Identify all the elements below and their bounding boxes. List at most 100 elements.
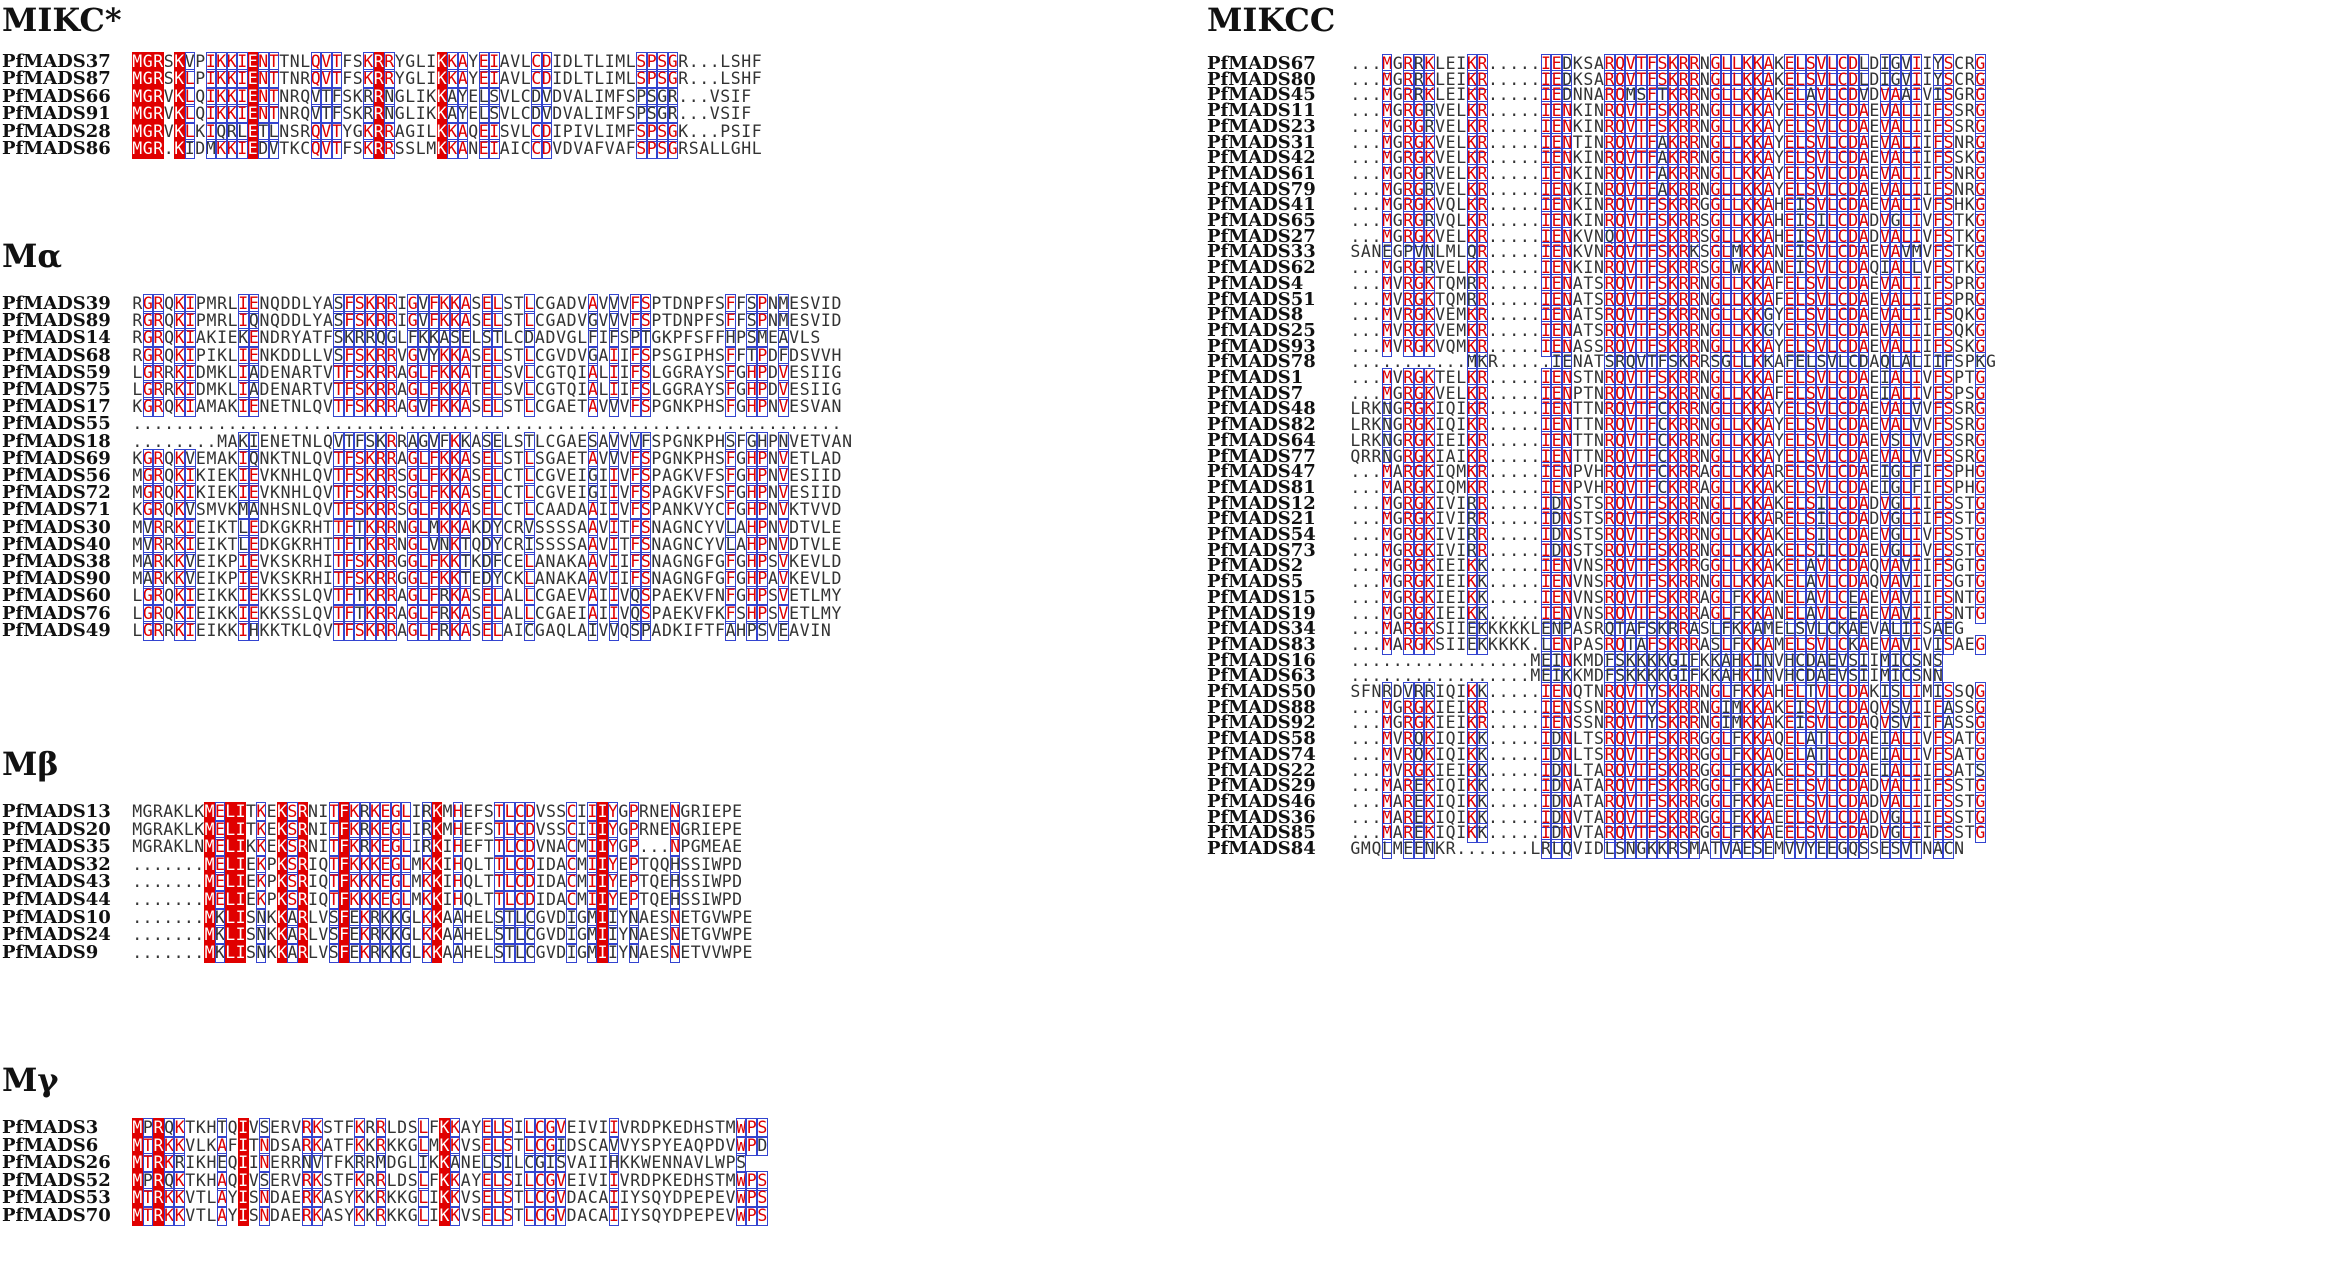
alignment-panel: Mγ PfMADS3 MPRQKTKHTQIVSERVRKSTFKRRLDSLFKK… bbox=[2, 1061, 768, 1226]
sequence-name: PfMADS66 bbox=[2, 85, 111, 107]
sequence-residues: MGRSKLPIKKIENTTNRQVTFSKRRYGLIKKAYEIAVLCD… bbox=[132, 69, 762, 90]
sequence-residues: .......MKLISNKKARLVSFEKRKKGLKKAAHELSTLCG… bbox=[132, 907, 753, 928]
sequence-name: PfMADS36 bbox=[1207, 806, 1316, 828]
alignment-panel: Mβ PfMADS13 MGRAKLKMELITKEKSRNITFKRKEGLIRK… bbox=[2, 745, 752, 963]
sequence-name: PfMADS64 bbox=[1207, 429, 1316, 451]
sequence-name: PfMADS39 bbox=[2, 293, 111, 314]
alignment-panel: MIKC* PfMADS37 MGRSKVPIKKIENTTNLQVTFSKRRYG… bbox=[2, 2, 762, 159]
sequence-residues: ...MARGKIQMKR.....IENPVHRQVTFCKRRAGLLKKA… bbox=[1350, 477, 1986, 498]
sequence-name: PfMADS10 bbox=[2, 906, 111, 928]
sequence-residues: ...MGRGKVELKR.....IENKVNQQVTFSKRRSGLLKKA… bbox=[1350, 226, 1986, 247]
sequence-residues: .................MEIKKMDFSKKKKGIFKKAHKIN… bbox=[1350, 666, 1944, 687]
sequence-residues: ...MGRGKIEIKK.....IENVNSRQVTFSKRRGGLLKKA… bbox=[1350, 556, 1986, 577]
sequence-residues: ...MAREKIQIKK.....IDNATARQVTFSKRRGGLFKKA… bbox=[1350, 791, 1986, 812]
sequence-residues: RGRQKIPIKLIENKDDLLVSFSKRRVGVYKKASELSTLCG… bbox=[132, 345, 842, 366]
sequence-residues: SANEGPVNLMLQR.....IENKVNRQVTFSKRKSGLMKKA… bbox=[1350, 242, 1986, 263]
sequence-name: PfMADS31 bbox=[1207, 131, 1316, 153]
sequence-name: PfMADS18 bbox=[2, 430, 111, 452]
sequence-residues: ...MGRGKIEIKK.....IENVNSRQVTFSKRRAGLFKKA… bbox=[1350, 603, 1986, 624]
sequence-name: PfMADS7 bbox=[1207, 382, 1304, 404]
sequence-name: PfMADS40 bbox=[2, 533, 111, 555]
sequence-name: PfMADS92 bbox=[1207, 712, 1316, 734]
sequence-name: PfMADS82 bbox=[1207, 414, 1316, 436]
sequence-name: PfMADS54 bbox=[1207, 524, 1316, 545]
sequence-residues: ...MGRGKVELKR.....IENKINRQVTFAKRRNGLLKKA… bbox=[1350, 148, 1986, 169]
sequence-residues: ...MGRGKVELKR.....IENTINRQVTFAKRRNGLLKKA… bbox=[1350, 132, 1986, 153]
sequence-residues: .......MKLISNKKARLVSFEKRKKGLKKAAHELSTLCG… bbox=[132, 942, 753, 963]
sequence-name: PfMADS89 bbox=[2, 310, 111, 332]
sequence-residues: ...MGRRKLEIKR.....IEDNNARQMSFTKRRNGLLKKA… bbox=[1350, 85, 1986, 106]
sequence-name: PfMADS4 bbox=[1207, 272, 1304, 294]
sequence-name: PfMADS71 bbox=[2, 499, 111, 521]
sequence-residues: ........MAKIENETNLQVTFSKRRAGVFKKASELSTLC… bbox=[132, 431, 853, 452]
sequence-name: PfMADS88 bbox=[1207, 696, 1316, 718]
sequence-residues: ...MVRGKTQMRR.....IENATSRQVTFSKRRNGLLKKA… bbox=[1350, 273, 1986, 294]
sequence-name: PfMADS58 bbox=[1207, 728, 1316, 750]
sequence-residues: MPRQKTKHAQIVSERVRKSTFKRRLDSLFKKAYELSILCG… bbox=[132, 1170, 768, 1191]
sequence-name: PfMADS28 bbox=[2, 120, 111, 142]
sequence-name: PfMADS20 bbox=[2, 818, 111, 840]
sequence-name: PfMADS15 bbox=[1207, 586, 1316, 608]
sequence-name: PfMADS24 bbox=[2, 924, 111, 946]
sequence-residues: ...MGRRKLEIKR.....IEDKSARQVTFSKRRNGLLKKA… bbox=[1350, 69, 1986, 90]
sequence-name: PfMADS91 bbox=[2, 103, 111, 125]
sequence-residues: LGRRKIDMKLIADENARTVTFSKRRAGLFKKATELSVLCG… bbox=[132, 380, 842, 400]
sequence-name: PfMADS16 bbox=[1207, 649, 1316, 671]
sequence-name: PfMADS25 bbox=[1207, 319, 1316, 341]
sequence-name: PfMADS56 bbox=[2, 465, 111, 486]
sequence-name: PfMADS72 bbox=[2, 482, 111, 504]
sequence-name: PfMADS67 bbox=[1207, 53, 1316, 74]
sequence-residues: ...MGRGRVELKR.....IENKINRQVTFAKRRNGLLKKA… bbox=[1350, 163, 1986, 184]
sequence-residues: ...MGRGRVELKR.....IENKINRQVTFSKRRSGLWKKA… bbox=[1350, 258, 1986, 279]
sequence-residues: QRRNGRGKIAIKR.....IENTTNRQVTFCKRRNGLLKKA… bbox=[1350, 446, 1986, 467]
sequence-residues: ...MGRGRVELKR.....IENKINRQVTFSKRRNGLLKKA… bbox=[1350, 101, 1986, 122]
sequence-residues: MPRQKTKHTQIVSERVRKSTFKRRLDSLFKKAYELSILCG… bbox=[132, 1118, 768, 1138]
sequence-name: PfMADS87 bbox=[2, 68, 111, 90]
sequence-name: PfMADS9 bbox=[2, 941, 99, 963]
sequence-residues: ...MVRQKIQIKK.....IDNLTSRQVTFSKRRGGLFKKA… bbox=[1350, 729, 1986, 750]
sequence-residues: LRKNGRGKIQIKR.....IENTTNRQVTFCKRRNGLLKKA… bbox=[1350, 415, 1986, 436]
panel-title: Mβ bbox=[2, 745, 59, 783]
sequence-name: PfMADS68 bbox=[2, 344, 111, 366]
sequence-residues: MTRKKVTLAYISNDAERKASYKKRKKGLIKKVSELSTLCG… bbox=[132, 1206, 768, 1226]
sequence-residues: LRKNGRGKIEIKR.....IENTTNRQVTFCKRRNGLLKKA… bbox=[1350, 430, 1986, 451]
sequence-name: PfMADS6 bbox=[2, 1134, 99, 1156]
sequence-residues: .......MELIEKPKSRIQTFKKKEGLMKKIHQLTTLCDI… bbox=[132, 854, 743, 875]
sequence-residues: MGRVKLKIQRLETLNSRQVTYGKRRAGILKKAQEISVLCD… bbox=[132, 121, 762, 142]
sequence-name: PfMADS73 bbox=[1207, 539, 1316, 561]
sequence-residues: MGRQKIKIEKIEVKNHLQVTFSKRRSGLFKKASELCTLCG… bbox=[132, 466, 842, 486]
sequence-residues: KGRQKVEMAKIQNKTNLQVTFSKRRAGLFKKASELSTLSG… bbox=[132, 448, 842, 469]
sequence-residues: .................MEINKMDFSKKKKGIFKKAHKIN… bbox=[1350, 650, 1944, 671]
sequence-name: PfMADS76 bbox=[2, 602, 111, 624]
sequence-name: PfMADS2 bbox=[1207, 555, 1304, 577]
sequence-name: PfMADS46 bbox=[1207, 790, 1316, 812]
sequence-residues: .......MELIEKPKSRIQTFKKKEGLMKKIHQLTTLCDI… bbox=[132, 890, 743, 910]
sequence-name: PfMADS33 bbox=[1207, 241, 1316, 263]
panel-title: MIKCC bbox=[1207, 1, 1336, 39]
sequence-residues: ...MGRGKVQLKR.....IENKINRQVTFSKRRGGLLKKA… bbox=[1350, 195, 1986, 216]
sequence-name: PfMADS12 bbox=[1207, 492, 1316, 514]
sequence-name: PfMADS78 bbox=[1207, 351, 1316, 373]
sequence-residues: MGRVKLQIKKIENTNRQVTFSKRRNGLIKKAYELSVLCDV… bbox=[132, 86, 752, 107]
sequence-name: PfMADS32 bbox=[2, 853, 111, 875]
sequence-residues: ...MVRGKIEIKK.....IDNLTARQVTFSKRRGGLFKKA… bbox=[1350, 760, 1986, 781]
sequence-residues: ........................................… bbox=[132, 414, 842, 434]
sequence-name: PfMADS86 bbox=[2, 138, 111, 159]
sequence-name: PfMADS35 bbox=[2, 836, 111, 858]
sequence-residues: RGRQKIPMRLIQNQDDLYASFSKRRIGVFKKASELSTLCG… bbox=[132, 311, 842, 332]
sequence-residues: ...MVRGKVEMKR.....IENATSRQVTFSKRRNGLLKKG… bbox=[1350, 320, 1986, 341]
sequence-name: PfMADS47 bbox=[1207, 461, 1316, 483]
panel-title: Mγ bbox=[2, 1061, 59, 1099]
sequence-name: PfMADS48 bbox=[1207, 398, 1316, 420]
sequence-residues: ...MAREKIQIKK.....IDNVTARQVTFSKRRGGLFKKA… bbox=[1350, 823, 1986, 844]
sequence-name: PfMADS80 bbox=[1207, 68, 1316, 90]
sequence-name: PfMADS51 bbox=[1207, 288, 1316, 310]
sequence-name: PfMADS34 bbox=[1207, 618, 1316, 640]
alignment-panel: Mα PfMADS39 RGRQKIPMRLIENQDDLYASFSKRRIGVFK… bbox=[2, 238, 852, 641]
sequence-residues: ...MGRGKIEIKK.....IENVNSRQVTFSKRRAGLFKKA… bbox=[1350, 587, 1986, 608]
sequence-residues: LGRRKIEIKKIHKKTKLQVTFSKRRAGLFRKASELAICGA… bbox=[132, 620, 831, 641]
sequence-residues: MGRAKLNMELIKKEKSRNITFKRKEGLIRKIHEFTTLCDV… bbox=[132, 837, 743, 858]
sequence-name: PfMADS83 bbox=[1207, 633, 1316, 655]
sequence-residues: ...MGRGKIVIRR.....IDNSTSRQVTFSKRRNGLLKKA… bbox=[1350, 493, 1986, 514]
sequence-name: PfMADS29 bbox=[1207, 775, 1316, 797]
